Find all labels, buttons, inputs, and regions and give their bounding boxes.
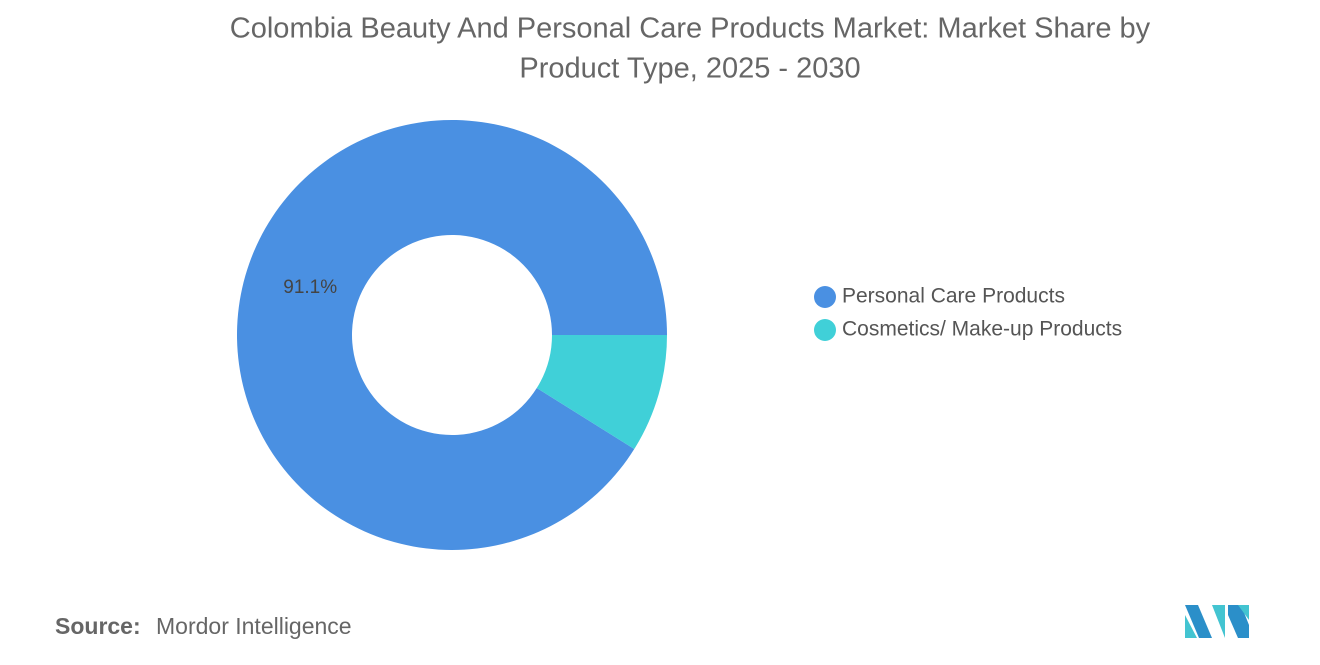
donut-slice xyxy=(237,119,667,550)
value-label: 91.1% xyxy=(283,277,337,298)
chart-title: Colombia Beauty And Personal Care Produc… xyxy=(230,13,1151,45)
source-label: Source: xyxy=(55,613,141,639)
legend-marker xyxy=(814,286,836,308)
legend-label: Personal Care Products xyxy=(842,285,1065,308)
donut-slice xyxy=(536,335,667,450)
legend-marker xyxy=(814,319,836,341)
chart-title: Product Type, 2025 - 2030 xyxy=(519,53,860,85)
logo xyxy=(1185,605,1249,638)
source: Mordor Intelligence xyxy=(156,613,352,639)
donut: 91.1% xyxy=(237,119,667,550)
legend: Personal Care Products Cosmetics/ Make-up… xyxy=(814,285,1122,341)
legend-label: Cosmetics/ Make-up Products xyxy=(842,318,1122,341)
